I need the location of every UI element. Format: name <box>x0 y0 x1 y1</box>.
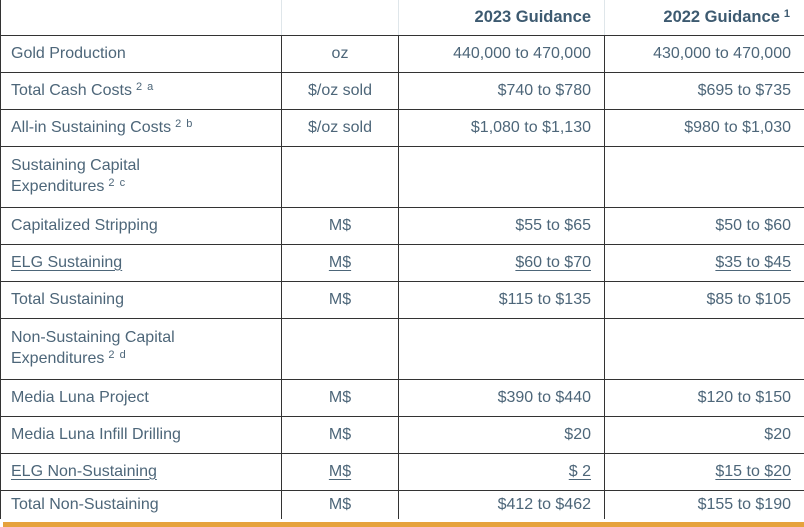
row-2023-cell <box>398 145 605 208</box>
row-2023-cell: $1,080 to $1,130 <box>398 108 605 147</box>
row-label: All-in Sustaining Costs <box>11 118 172 136</box>
row-2023-cell: $390 to $440 <box>398 378 605 417</box>
section-label-cell: Sustaining Capital Expenditures 2 c <box>0 145 282 208</box>
footnote-marker: 2 b <box>175 117 194 130</box>
row-label: Media Luna Project <box>11 388 149 406</box>
row-label-cell: All-in Sustaining Costs 2 b <box>0 108 282 147</box>
table-row: Media Luna Infill Drilling M$ $20 $20 <box>0 415 804 454</box>
row-label-cell: Media Luna Project <box>0 378 282 417</box>
table-row: All-in Sustaining Costs 2 b $/oz sold $1,… <box>0 108 804 147</box>
row-unit-cell: oz <box>281 34 399 73</box>
table-row: Gold Production oz 440,000 to 470,000 43… <box>0 34 804 73</box>
row-2023-cell: $55 to $65 <box>398 206 605 245</box>
row-2022-cell <box>604 317 804 380</box>
row-2023-cell: $412 to $462 <box>398 489 605 519</box>
row-label-cell: ELG Sustaining <box>0 243 282 282</box>
row-2022-cell: $20 <box>604 415 804 454</box>
table-row: Total Sustaining M$ $115 to $135 $85 to … <box>0 280 804 319</box>
section-label-line2-text: Expenditures <box>11 177 105 195</box>
row-2023-cell: $20 <box>398 415 605 454</box>
row-unit-cell: M$ <box>281 280 399 319</box>
section-row: Non-Sustaining Capital Expenditures 2 d <box>0 317 804 380</box>
table-row-underlined: ELG Non-Sustaining M$ $ 2 $15 to $20 <box>0 452 804 491</box>
row-2022-cell: $85 to $105 <box>604 280 804 319</box>
row-2022-cell: $15 to $20 <box>604 452 804 491</box>
row-label-cell: Total Non-Sustaining <box>0 489 282 519</box>
col-header-2023: 2023 Guidance <box>398 0 605 36</box>
row-label-cell: Media Luna Infill Drilling <box>0 415 282 454</box>
row-2022-cell: $35 to $45 <box>604 243 804 282</box>
row-2023-cell: $115 to $135 <box>398 280 605 319</box>
row-2022-cell: $980 to $1,030 <box>604 108 804 147</box>
row-unit-cell: M$ <box>281 415 399 454</box>
section-label-line1: Sustaining Capital <box>11 156 140 174</box>
col-header-empty-unit <box>281 0 399 36</box>
table-row: Capitalized Stripping M$ $55 to $65 $50 … <box>0 206 804 245</box>
row-label-cell: Total Sustaining <box>0 280 282 319</box>
row-unit-cell: M$ <box>281 489 399 519</box>
footnote-marker: 2 d <box>108 348 127 361</box>
row-label: Capitalized Stripping <box>11 216 158 234</box>
row-unit-cell: $/oz sold <box>281 108 399 147</box>
row-2022-cell: $695 to $735 <box>604 71 804 110</box>
section-label-cell: Non-Sustaining Capital Expenditures 2 d <box>0 317 282 380</box>
row-unit-cell <box>281 317 399 380</box>
row-label-cell: Capitalized Stripping <box>0 206 282 245</box>
header-row: 2023 Guidance 2022 Guidance 1 <box>0 0 804 36</box>
row-2022-cell: 430,000 to 470,000 <box>604 34 804 73</box>
table-row: Total Non-Sustaining M$ $412 to $462 $15… <box>0 489 804 519</box>
row-2023-cell <box>398 317 605 380</box>
footnote-marker: 2 c <box>108 176 127 189</box>
row-label: Total Sustaining <box>11 290 124 308</box>
section-label-line2-text: Expenditures <box>11 349 105 367</box>
row-label: Total Non-Sustaining <box>11 495 159 513</box>
row-unit-cell: M$ <box>281 378 399 417</box>
section-label-line1: Non-Sustaining Capital <box>11 328 175 346</box>
footnote-marker: 2 a <box>135 80 155 93</box>
row-2023-cell: $ 2 <box>398 452 605 491</box>
accent-bar <box>3 522 804 527</box>
row-2022-cell: $155 to $190 <box>604 489 804 519</box>
row-unit-cell: M$ <box>281 452 399 491</box>
row-unit-cell: M$ <box>281 243 399 282</box>
row-unit-cell: $/oz sold <box>281 71 399 110</box>
row-unit-cell <box>281 145 399 208</box>
row-2022-cell: $120 to $150 <box>604 378 804 417</box>
col-header-2022-label: 2022 Guidance <box>663 7 780 26</box>
row-2022-cell: $50 to $60 <box>604 206 804 245</box>
row-2022-cell <box>604 145 804 208</box>
row-label: Gold Production <box>11 44 126 62</box>
section-label-line2: Expenditures 2 c <box>11 176 275 199</box>
row-label-cell: ELG Non-Sustaining <box>0 452 282 491</box>
row-label: Media Luna Infill Drilling <box>11 425 181 443</box>
table-row: Total Cash Costs 2 a $/oz sold $740 to $7… <box>0 71 804 110</box>
table-row: Media Luna Project M$ $390 to $440 $120 … <box>0 378 804 417</box>
col-header-empty-label <box>0 0 282 36</box>
section-row: Sustaining Capital Expenditures 2 c <box>0 145 804 208</box>
row-2023-cell: $740 to $780 <box>398 71 605 110</box>
row-unit-cell: M$ <box>281 206 399 245</box>
col-header-2022: 2022 Guidance 1 <box>604 0 804 36</box>
table-row-underlined: ELG Sustaining M$ $60 to $70 $35 to $45 <box>0 243 804 282</box>
footnote-marker: 1 <box>783 7 791 20</box>
row-label: Total Cash Costs <box>11 81 132 99</box>
section-label-line2: Expenditures 2 d <box>11 348 275 371</box>
row-2023-cell: $60 to $70 <box>398 243 605 282</box>
row-label-cell: Total Cash Costs 2 a <box>0 71 282 110</box>
col-header-2023-label: 2023 Guidance <box>474 7 591 26</box>
row-label-cell: Gold Production <box>0 34 282 73</box>
row-label: ELG Non-Sustaining <box>11 462 157 480</box>
row-2023-cell: 440,000 to 470,000 <box>398 34 605 73</box>
row-label: ELG Sustaining <box>11 253 123 271</box>
